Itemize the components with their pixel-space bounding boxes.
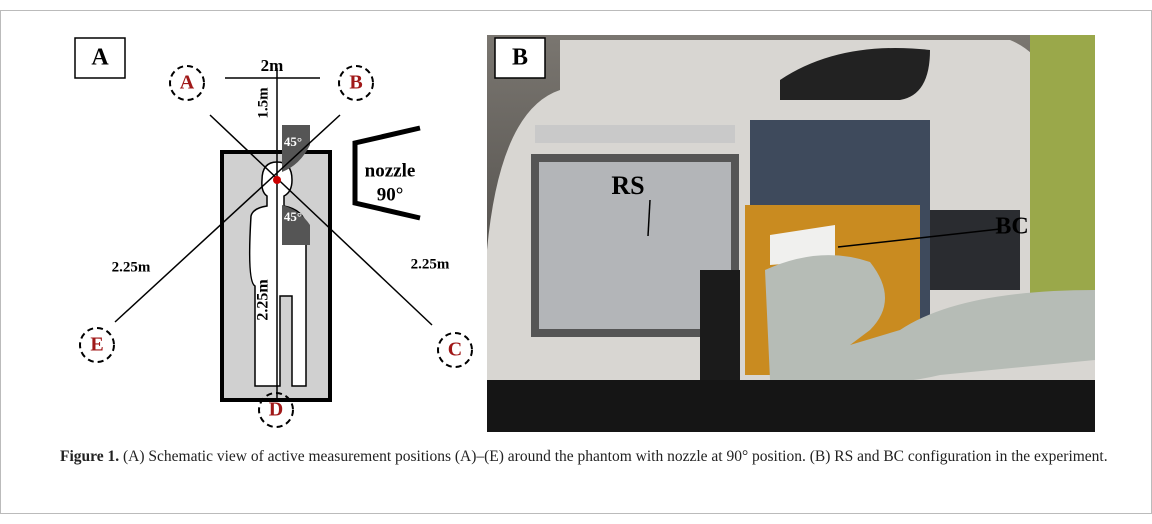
nozzle-angle: 90°: [377, 184, 404, 205]
angle-label: 45°: [284, 134, 302, 149]
distance-label: 2m: [261, 56, 284, 75]
angle-label: 45°: [284, 209, 302, 224]
caption: Figure 1. (A) Schematic view of active m…: [60, 445, 1120, 468]
position-label: C: [448, 339, 462, 361]
nozzle-label: nozzle: [365, 160, 416, 181]
distance-label: 2.25m: [255, 279, 272, 321]
figure-label: Figure 1.: [60, 448, 119, 465]
position-label: E: [90, 334, 103, 356]
panel-label: B: [512, 45, 528, 71]
panel-a: A 2m 1.5m 45° 45° nozzle 90° 2.25m 2.25m…: [75, 38, 472, 427]
panel-label: A: [91, 45, 109, 71]
caption-text: (A) Schematic view of active measurement…: [123, 448, 1108, 465]
distance-label: 1.5m: [255, 87, 271, 119]
annotation: RS: [611, 171, 644, 200]
annotation: BC: [995, 214, 1028, 240]
position-label: D: [269, 399, 283, 421]
distance-label: 2.25m: [411, 256, 450, 272]
position-label: A: [180, 72, 195, 94]
distance-label: 2.25m: [112, 259, 151, 275]
page: A 2m 1.5m 45° 45° nozzle 90° 2.25m 2.25m…: [0, 0, 1152, 524]
panel-b: B RS BC: [487, 35, 1095, 432]
position-label: B: [349, 72, 362, 94]
